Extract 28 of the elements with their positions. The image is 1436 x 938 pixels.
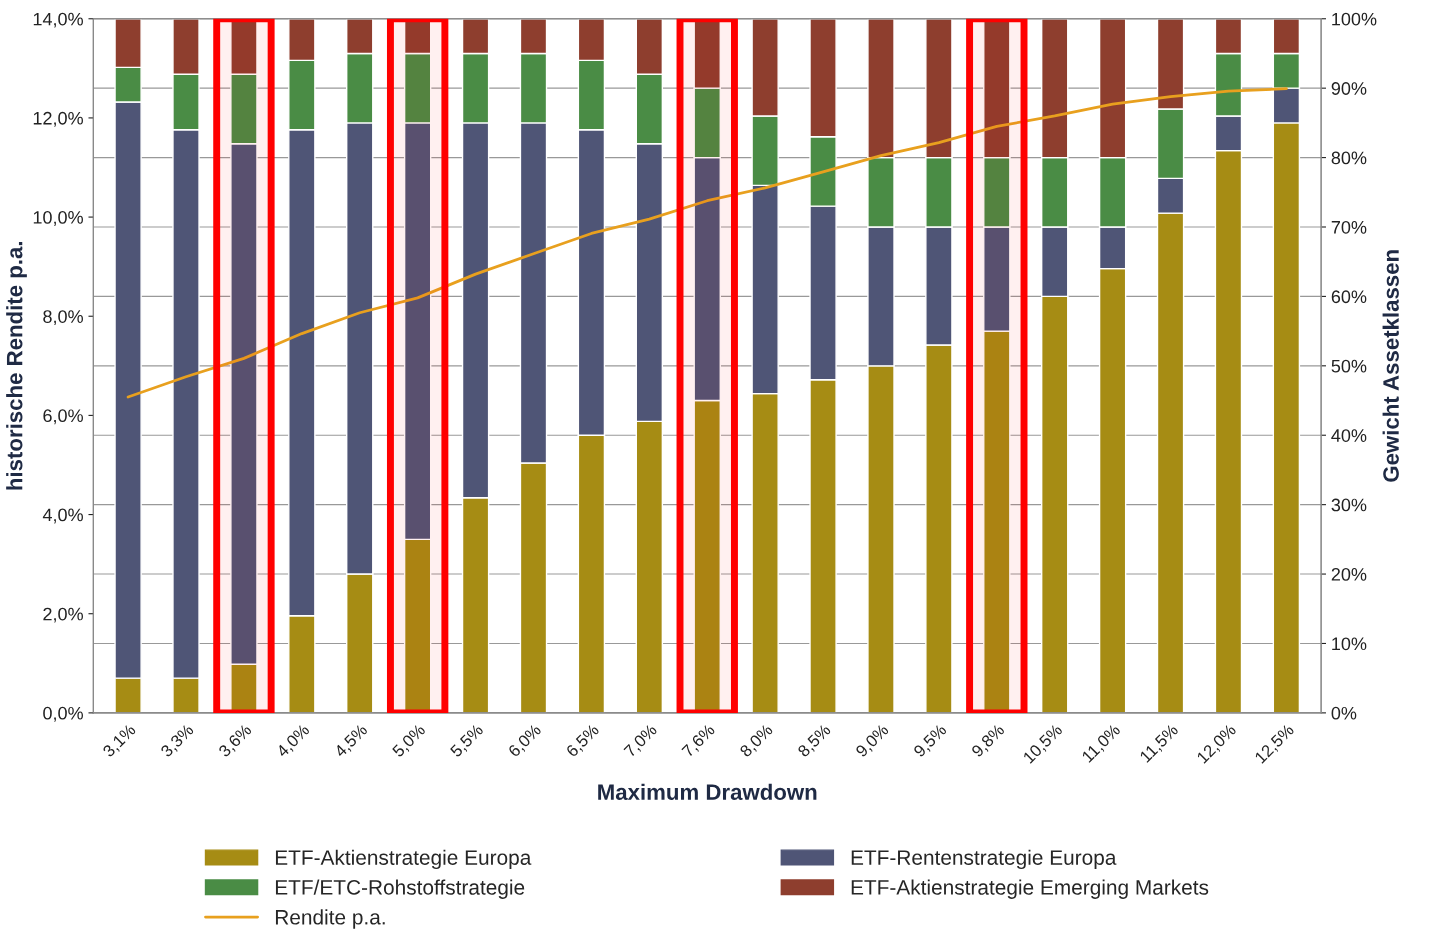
y-axis-title: historische Rendite p.a.	[6, 242, 27, 490]
y2-axis-title: Gewicht Assetklassen	[1382, 250, 1399, 482]
y2-tick-label: 20%	[1331, 567, 1367, 581]
y2-tick-label: 30%	[1331, 498, 1367, 512]
legend-label: ETF-Rentenstrategie Europa	[851, 849, 1117, 870]
y2-tick-label: 40%	[1331, 429, 1367, 442]
y-tick-label: 2,0%	[43, 607, 83, 623]
legend-label: ETF/ETC-Rohstoffstrategie	[275, 879, 525, 899]
y2-tick-label: 0%	[1331, 706, 1357, 720]
y2-tick-label: 100%	[1332, 12, 1377, 26]
y-tick-label: 0,0%	[43, 706, 83, 722]
y-tick-label: 8,0%	[43, 310, 83, 326]
y2-tick-label: 70%	[1331, 220, 1367, 234]
x-axis-title: Maximum Drawdown	[598, 783, 817, 800]
legend-label: ETF-Aktienstrategie Emerging Markets	[851, 879, 1209, 899]
line-series	[126, 87, 1288, 399]
y-tick-label: 12,0%	[33, 111, 83, 127]
y2-tick-label: 10%	[1332, 637, 1367, 651]
y2-tick-label: 80%	[1331, 151, 1367, 165]
y2-tick-label: 90%	[1331, 82, 1367, 95]
y2-tick-label: 60%	[1331, 290, 1367, 304]
y-tick-label: 14,0%	[33, 12, 83, 28]
y-tick-label: 4,0%	[42, 508, 83, 524]
y2-tick-label: 50%	[1331, 359, 1367, 373]
legend-label: Rendite p.a.	[275, 909, 385, 929]
y-tick-label: 6,0%	[43, 409, 83, 425]
y-tick-label: 10,0%	[33, 211, 83, 226]
legend-label: ETF-Aktienstrategie Europa	[275, 849, 532, 870]
